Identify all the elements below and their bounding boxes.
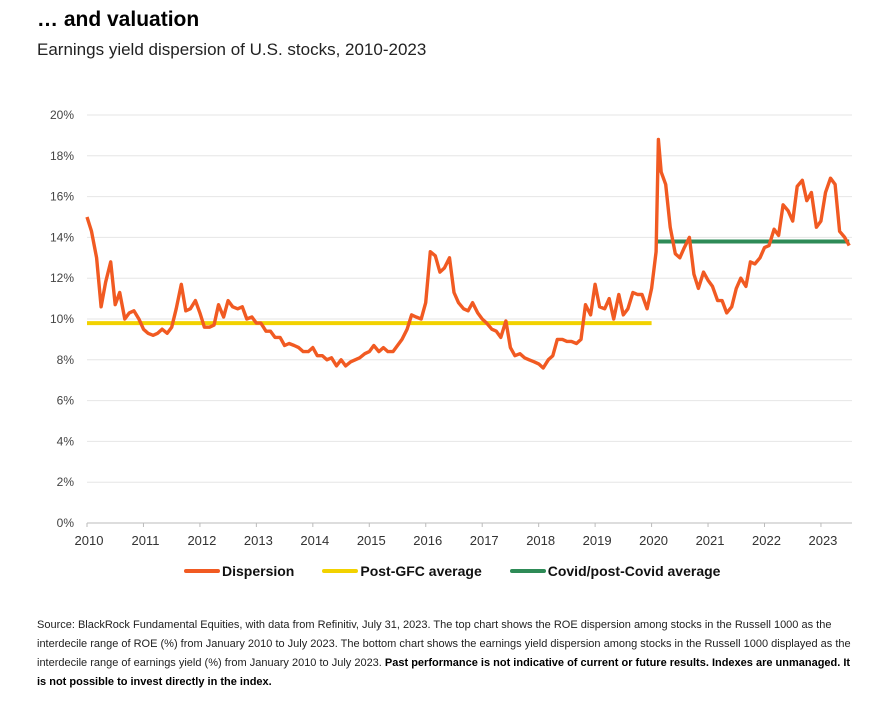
x-tick-label: 2010 — [75, 533, 104, 548]
y-tick-label: 14% — [50, 230, 74, 244]
legend-item-dispersion: Dispersion — [184, 563, 294, 579]
y-tick-label: 18% — [50, 149, 74, 163]
x-tick-label: 2011 — [131, 533, 159, 548]
legend-label-post-gfc-average: Post-GFC average — [360, 563, 482, 579]
y-axis-labels: 0% 2% 4% 6% 8% 10% 12% 14% 16% 18% 20% — [50, 108, 74, 530]
legend-item-post-gfc-average: Post-GFC average — [322, 563, 482, 579]
chart-subtitle: Earnings yield dispersion of U.S. stocks… — [37, 40, 427, 59]
x-tick-label: 2022 — [752, 533, 781, 548]
series-dispersion-line — [85, 137, 851, 370]
x-tick-label: 2019 — [583, 533, 612, 548]
legend-item-covid-average: Covid/post-Covid average — [509, 563, 721, 579]
x-axis-labels: 2010 2011 2012 2013 2014 2015 2016 2017 2018 2019… — [75, 533, 838, 548]
y-tick-label: 12% — [50, 271, 74, 285]
series-lines — [85, 137, 851, 370]
legend-swatch-covid-average — [509, 569, 546, 573]
y-tick-label: 16% — [50, 190, 74, 204]
y-tick-label: 6% — [57, 394, 75, 408]
x-tick-label: 2016 — [413, 533, 442, 548]
y-tick-label: 0% — [57, 516, 75, 530]
x-tick-label: 2015 — [357, 533, 386, 548]
legend-swatch-post-gfc-average — [322, 569, 359, 573]
source-text: Source: BlackRock Fundamental Equities, … — [37, 619, 851, 669]
y-tick-label: 2% — [57, 475, 75, 489]
legend-label-dispersion: Dispersion — [222, 563, 295, 579]
x-tick-label: 2012 — [187, 533, 216, 548]
chart-title: … and valuation — [37, 8, 200, 31]
x-tick-label: 2023 — [808, 533, 837, 548]
source-note: Source: BlackRock Fundamental Equities, … — [37, 616, 852, 692]
x-tick-label: 2014 — [300, 533, 329, 548]
y-tick-label: 8% — [57, 353, 75, 367]
x-tick-label: 2021 — [696, 533, 725, 548]
disclaimer-text: Past performance is not indicative of cu… — [37, 657, 851, 688]
legend-swatch-dispersion — [184, 569, 220, 573]
x-tick-label: 2018 — [526, 533, 555, 548]
legend-label-covid-average: Covid/post-Covid average — [547, 563, 721, 579]
y-tick-label: 4% — [57, 434, 75, 448]
x-tick-label: 2020 — [639, 533, 668, 548]
x-tick-label: 2013 — [244, 533, 273, 548]
y-tick-label: 10% — [50, 312, 74, 326]
legend: Dispersion Post-GFC average Covid/post-C… — [184, 561, 748, 581]
y-tick-label: 20% — [50, 108, 74, 122]
line-chart: 0%2%4%6%8%10%12%14%16%18%20% 2010 2011 201… — [50, 108, 852, 548]
x-tick-label: 2017 — [470, 533, 499, 548]
